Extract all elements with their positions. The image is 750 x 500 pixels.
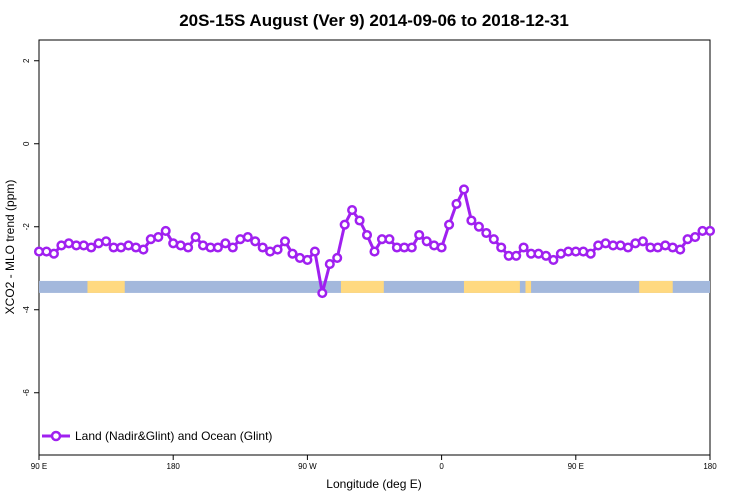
data-point [190,232,201,243]
data-point [86,242,97,253]
data-point [227,242,238,253]
data-point [279,236,291,247]
data-point [257,242,268,253]
data-point [242,232,253,243]
data-point [272,244,283,255]
y-axis: 2 0 -2 -4 -6 [22,58,39,396]
data-point [637,236,648,247]
x-tick-label: 90 E [31,462,47,471]
data-point [436,242,447,253]
data-point [354,215,365,226]
data-point [48,248,59,259]
data-point [212,242,223,253]
surface-band [39,280,710,293]
chart-title: 20S-15S August (Ver 9) 2014-09-06 to 201… [179,11,569,30]
x-tick-label: 0 [439,462,444,471]
y-tick-label: -2 [22,223,31,231]
data-point [496,242,507,253]
data-point [481,227,492,239]
data-point [466,215,477,226]
land-band [525,280,532,293]
y-axis-label: XCO2 - MLO trend (ppm) [3,180,17,315]
y-tick-label: -6 [22,389,31,397]
x-axis: 90 E 180 90 W 0 90 E 180 [31,455,717,471]
x-tick-label: 180 [703,462,717,471]
x-axis-label: Longitude (deg E) [326,477,421,491]
y-tick-label: -4 [22,306,31,314]
x-tick-label: 90 E [568,462,584,471]
data-point [622,242,634,253]
legend-entry: Land (Nadir&Glint) and Ocean (Glint) [75,429,272,443]
x-tick-label: 90 W [298,462,317,471]
data-point [406,242,417,253]
data-point [138,244,149,255]
data-point [690,232,701,243]
data-point [414,229,425,241]
data-point [101,236,112,247]
data-point [704,225,716,236]
data-point [220,238,231,249]
data-point [153,232,164,243]
data-point [421,236,432,247]
land-band [87,280,125,293]
data-point [451,198,462,209]
data-point [473,221,484,232]
data-point [317,288,328,299]
data-point [160,225,171,236]
data-point [339,219,350,230]
data-point [324,259,335,270]
data-point [369,246,380,257]
data-point [332,252,343,263]
y-tick-label: 2 [22,58,31,63]
data-point [347,205,358,216]
data-point [540,250,552,261]
data-point [384,234,395,245]
legend-marker [50,430,62,442]
data-point [511,250,522,261]
series-line [33,184,716,299]
data-point [309,246,320,257]
land-band [463,280,520,293]
data-point [675,244,686,255]
land-band [340,280,384,293]
legend: Land (Nadir&Glint) and Ocean (Glint) [42,429,272,443]
data-point [585,248,596,259]
data-point [518,242,529,253]
x-tick-label: 180 [167,462,181,471]
data-point [287,248,298,259]
data-point [458,184,470,195]
y-tick-label: 0 [22,141,31,146]
data-point [548,254,559,265]
data-point [302,254,313,265]
data-point [183,242,194,253]
data-point [250,236,261,247]
land-band [639,280,673,293]
data-point [444,219,455,230]
data-point [361,229,373,241]
data-point [488,234,499,245]
